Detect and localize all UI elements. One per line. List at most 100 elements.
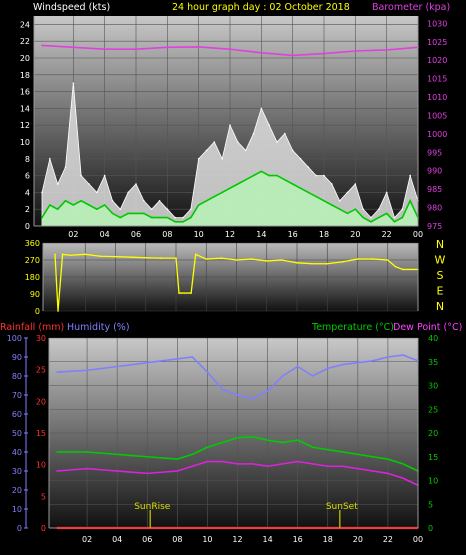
temperature-tick-label: 40: [428, 334, 438, 343]
time-tick-label: 10: [202, 535, 212, 544]
time-tick-label: 16: [293, 535, 303, 544]
temperature-point: [116, 453, 118, 456]
wind-average-point: [229, 187, 231, 189]
wind-gust-point: [143, 200, 145, 202]
temperature-point: [311, 446, 314, 449]
wind-panel-series: [41, 44, 419, 227]
dewpoint-point: [221, 460, 224, 463]
wind-gust-point: [260, 107, 263, 110]
temperature-point: [387, 458, 389, 460]
wind-gust-point: [41, 191, 43, 194]
temperature-point: [206, 446, 209, 449]
barometer-tick-label: 1020: [427, 56, 447, 65]
barometer-tick-label: 1005: [427, 111, 447, 120]
humidity-point: [116, 365, 118, 368]
wind-average-point: [237, 183, 239, 185]
wind-direction-point: [144, 256, 147, 259]
temperature-point: [326, 448, 329, 451]
compass-letter: W: [435, 254, 446, 267]
wind-direction-point: [296, 262, 298, 264]
wind-average-point: [221, 191, 223, 194]
wind-average-point: [409, 200, 411, 202]
compass-letter: N: [436, 238, 444, 251]
humidity-point: [357, 361, 359, 364]
humidity-point: [221, 388, 224, 391]
humidity-point: [191, 356, 194, 358]
chart-title: 24 hour graph day : 02 October 2018: [172, 2, 350, 13]
windspeed-tick-label: 0: [25, 222, 30, 231]
humidity-point: [266, 390, 269, 393]
wind-average-point: [111, 212, 114, 215]
humidity-point: [236, 394, 239, 396]
dewpoint-point: [236, 463, 239, 465]
wind-direction-point: [160, 257, 162, 259]
humidity-point: [176, 358, 179, 360]
wind-average-point: [260, 170, 263, 173]
wind-direction-point: [235, 259, 238, 261]
time-tick-label: 02: [68, 230, 78, 239]
wind-gust-point: [244, 149, 247, 152]
barometer-point: [260, 52, 263, 54]
sunset-label: SunSet: [326, 502, 358, 512]
wind-average-point: [205, 200, 208, 202]
wind-gust-point: [96, 191, 98, 194]
wind-gust-point: [49, 158, 51, 160]
time-tick-label: 14: [256, 230, 266, 239]
wind-gust-area: [41, 83, 419, 227]
wind-gust-point: [237, 141, 239, 143]
barometer-point: [197, 46, 200, 48]
dewpoint-axis-title: Dew Point (°C): [393, 322, 462, 333]
compass-letter: E: [437, 285, 444, 298]
wind-average-point: [127, 212, 129, 215]
temperature-point: [56, 451, 58, 453]
temperature-point: [296, 439, 299, 441]
wind-average-point: [158, 216, 161, 219]
temperature-tick-label: 10: [428, 477, 438, 486]
time-tick-label: 22: [383, 535, 393, 544]
time-tick-label: 20: [350, 230, 360, 239]
wind-gust-point: [213, 141, 216, 143]
dewpoint-point: [372, 470, 374, 472]
wind-average-point: [49, 204, 51, 206]
wind-average-point: [190, 216, 192, 219]
time-tick-label: 10: [194, 230, 204, 239]
rainfall-tick-label: 10: [36, 461, 46, 470]
dewpoint-point: [281, 463, 284, 465]
wind-gust-point: [103, 174, 106, 177]
dewpoint-point: [251, 463, 254, 465]
wind-average-point: [213, 195, 216, 198]
time-tick-label: 08: [172, 535, 182, 544]
windspeed-tick-label: 16: [20, 88, 30, 97]
temperature-tick-label: 30: [428, 382, 438, 391]
humidity-point: [146, 361, 149, 364]
humidity-tick-label: 70: [12, 391, 22, 400]
dewpoint-point: [296, 460, 299, 463]
wind-direction-point: [69, 254, 71, 257]
wind-average-point: [88, 204, 90, 206]
windspeed-tick-label: 12: [20, 121, 30, 130]
barometer-tick-label: 1015: [427, 75, 447, 84]
wind-average-point: [401, 216, 404, 219]
wind-average-point: [166, 216, 169, 219]
barometer-point: [323, 52, 325, 55]
wind-gust-point: [401, 208, 404, 210]
temperature-point: [266, 439, 269, 441]
wind-gust-point: [205, 149, 208, 152]
dewpoint-point: [341, 465, 344, 468]
dewpoint-point: [116, 470, 118, 472]
wind-average-point: [331, 204, 333, 206]
wind-average-point: [378, 216, 380, 219]
humidity-tick-label: 90: [12, 353, 22, 362]
wind-gust-point: [182, 216, 184, 219]
humidity-tick-label: 10: [12, 505, 22, 514]
wind-average-point: [385, 212, 388, 215]
windspeed-tick-label: 4: [25, 188, 30, 197]
time-tick-label: 04: [112, 535, 122, 544]
windspeed-tick-label: 24: [20, 20, 30, 29]
dewpoint-point: [56, 470, 58, 472]
time-tick-label: 14: [262, 535, 272, 544]
humidity-tick-label: 40: [12, 448, 22, 457]
wind-gust-point: [111, 200, 114, 202]
